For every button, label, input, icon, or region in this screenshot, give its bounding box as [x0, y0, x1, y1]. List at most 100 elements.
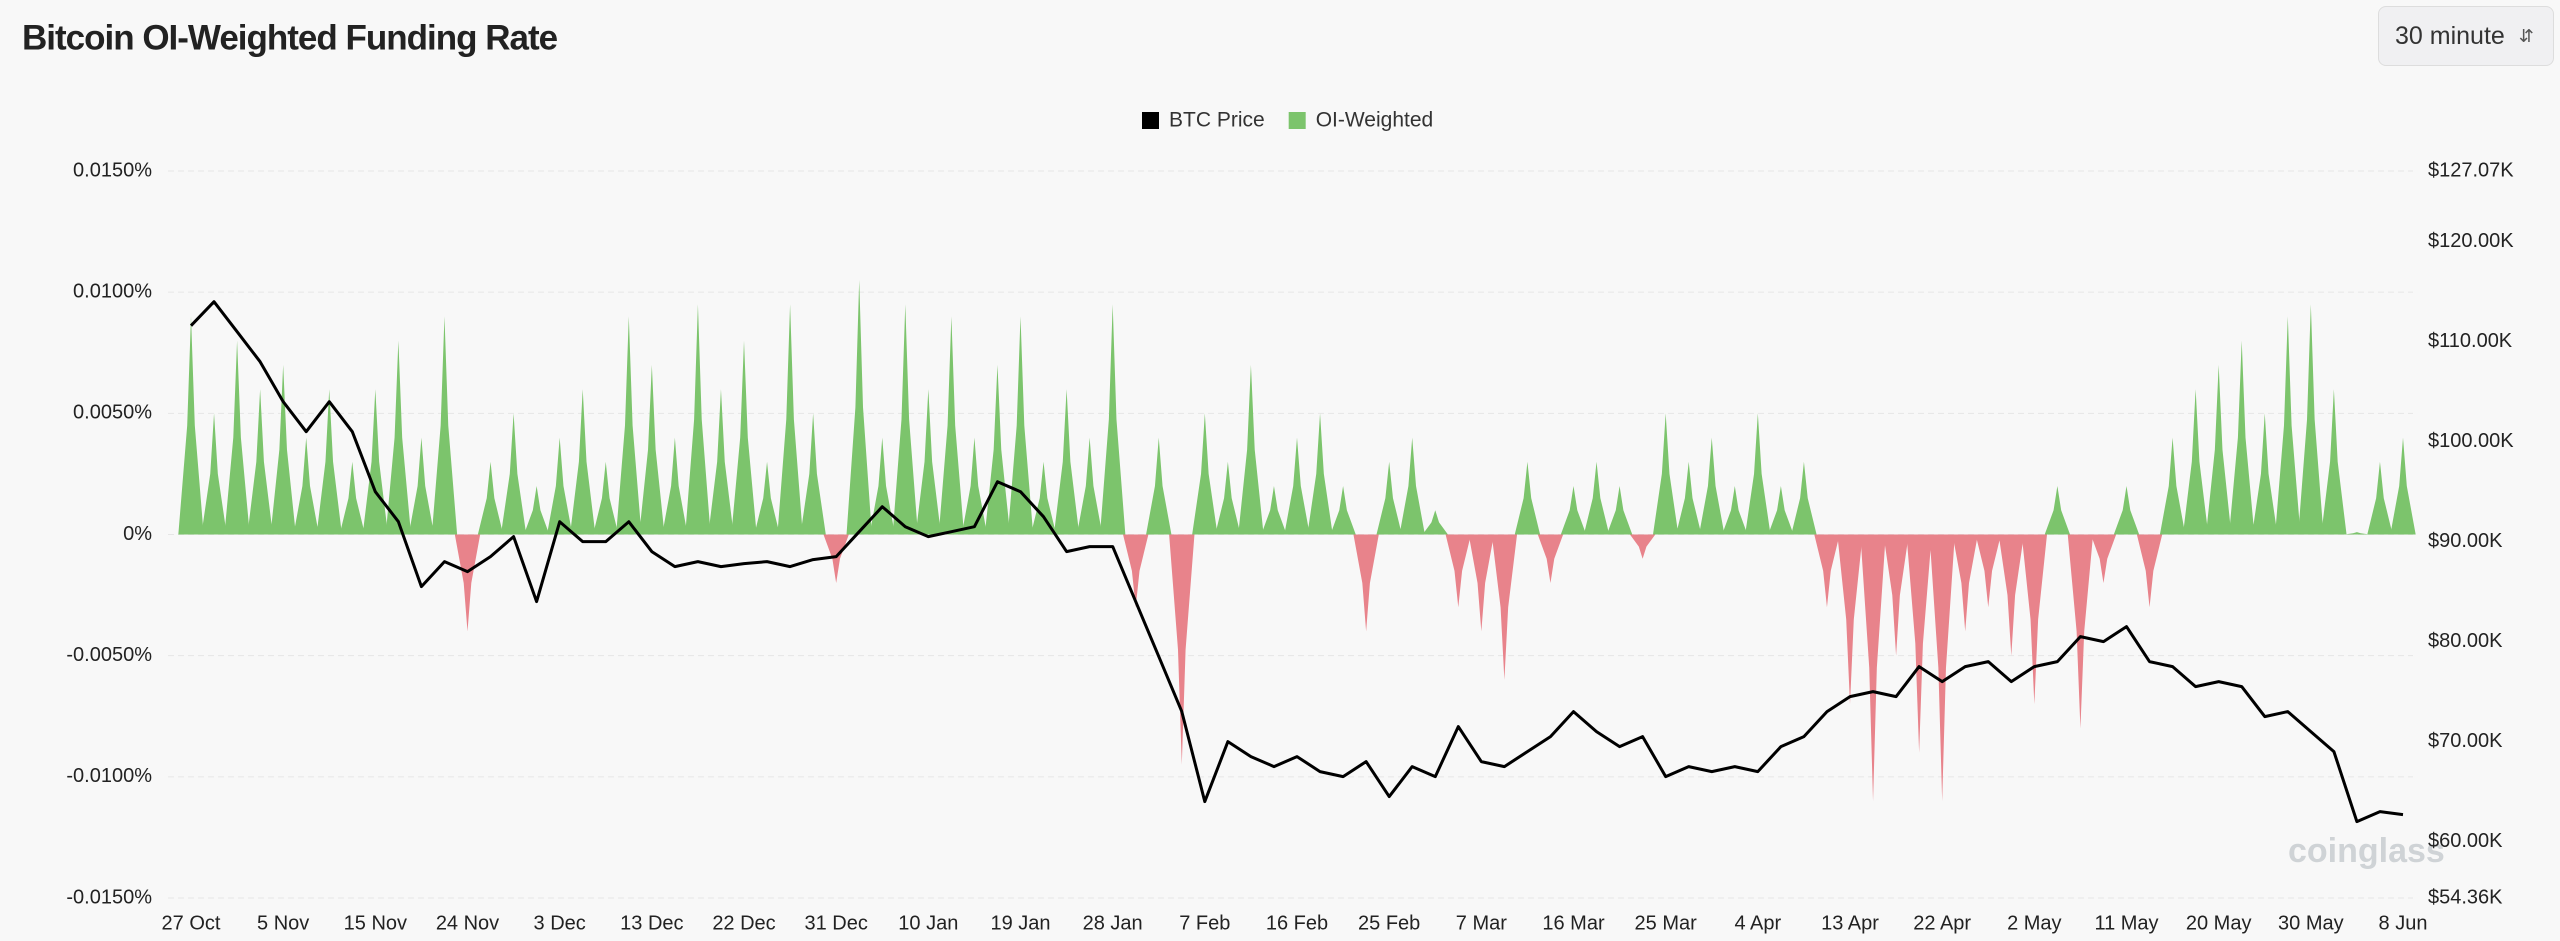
- funding-spike: [2344, 532, 2370, 535]
- x-tick-label: 7 Mar: [1456, 912, 1507, 934]
- legend-label: OI-Weighted: [1316, 109, 1434, 132]
- funding-spike: [2067, 534, 2094, 729]
- x-tick-label: 28 Jan: [1083, 912, 1143, 934]
- x-tick-label: 30 May: [2278, 912, 2344, 934]
- y-tick-label: 0.0050%: [73, 402, 152, 424]
- funding-spike: [1238, 364, 1264, 535]
- funding-spike: [915, 389, 942, 535]
- y2-tick-label: $90.00K: [2428, 530, 2503, 552]
- x-tick-label: 2 May: [2007, 912, 2061, 934]
- funding-spike: [316, 389, 342, 535]
- funding-spike: [385, 340, 412, 535]
- x-tick-label: 11 May: [2094, 912, 2158, 934]
- funding-spike: [2367, 461, 2393, 535]
- funding-spike: [892, 304, 918, 535]
- x-tick-label: 10 Jan: [898, 912, 958, 934]
- funding-spike: [1491, 534, 1518, 680]
- funding-spike: [1030, 461, 1057, 535]
- funding-spike: [2229, 340, 2255, 535]
- funding-spike: [1629, 534, 1656, 559]
- funding-spike: [408, 437, 435, 535]
- y-tick-label: -0.0100%: [66, 765, 152, 787]
- funding-spike: [2113, 486, 2140, 535]
- select-arrow: ⇵: [2518, 25, 2534, 46]
- x-tick-label: 27 Oct: [162, 912, 221, 934]
- funding-spike: [224, 340, 250, 535]
- y-tick-label: 0%: [123, 523, 152, 545]
- funding-spike: [1699, 437, 1725, 535]
- funding-spike: [2021, 534, 2048, 705]
- funding-spike: [708, 389, 734, 535]
- y-tick-label: -0.0050%: [66, 644, 152, 666]
- funding-spike: [2136, 534, 2163, 608]
- funding-spike: [1169, 534, 1195, 765]
- funding-spike: [593, 461, 619, 535]
- interval-select[interactable]: 30 minute ⇵: [2378, 6, 2554, 66]
- funding-spike: [1906, 534, 1932, 753]
- funding-spike: [1560, 486, 1587, 535]
- y-tick-label: 0.0100%: [73, 280, 152, 302]
- funding-spike: [2205, 364, 2232, 535]
- x-tick-label: 25 Feb: [1358, 912, 1420, 934]
- funding-spike: [823, 534, 849, 583]
- y-tick-label: 0.0150%: [73, 159, 152, 181]
- y2-tick-label: $54.36K: [2428, 886, 2503, 908]
- funding-spike: [1330, 486, 1356, 535]
- x-tick-label: 5 Nov: [257, 912, 309, 934]
- funding-spike: [1192, 413, 1218, 535]
- funding-spike: [1837, 534, 1863, 705]
- y-tick-label: -0.0150%: [66, 886, 152, 908]
- funding-spike: [1215, 461, 1241, 535]
- funding-spike: [639, 364, 665, 535]
- funding-spike: [1606, 486, 1633, 535]
- funding-spike: [1975, 534, 2001, 608]
- x-tick-label: 13 Apr: [1821, 912, 1879, 934]
- funding-spike: [546, 437, 573, 535]
- funding-spike: [1514, 461, 1541, 535]
- funding-spike: [2321, 389, 2347, 535]
- x-tick-label: 24 Nov: [436, 912, 499, 934]
- x-tick-label: 19 Jan: [990, 912, 1050, 934]
- funding-spike: [477, 461, 504, 535]
- x-tick-label: 22 Apr: [1913, 912, 1971, 934]
- funding-spike: [178, 316, 204, 535]
- y2-tick-label: $127.07K: [2428, 159, 2514, 181]
- funding-spike: [1053, 389, 1080, 535]
- funding-spike: [1399, 437, 1425, 535]
- chart-title: Bitcoin OI-Weighted Funding Rate: [22, 18, 558, 57]
- funding-spike: [339, 461, 365, 535]
- x-tick-label: 16 Feb: [1266, 912, 1328, 934]
- y2-tick-label: $100.00K: [2428, 430, 2514, 452]
- funding-spike: [1883, 534, 1909, 656]
- funding-spike: [869, 437, 895, 535]
- funding-spike: [1422, 510, 1448, 535]
- funding-spike: [1284, 437, 1310, 535]
- x-tick-label: 13 Dec: [620, 912, 683, 934]
- x-tick-label: 20 May: [2186, 912, 2252, 934]
- funding-spike: [1952, 534, 1978, 632]
- funding-spike: [2275, 316, 2301, 535]
- funding-spike: [938, 316, 965, 535]
- funding-spike: [454, 534, 481, 632]
- legend-label: BTC Price: [1169, 109, 1265, 132]
- y2-tick-label: $80.00K: [2428, 630, 2503, 652]
- funding-spike: [1929, 534, 1955, 802]
- y2-tick-label: $120.00K: [2428, 230, 2514, 252]
- funding-spike: [984, 364, 1011, 535]
- x-tick-label: 8 Jun: [2379, 912, 2428, 934]
- price-line: [189, 300, 2404, 824]
- x-tick-label: 22 Dec: [712, 912, 775, 934]
- funding-spike: [662, 437, 688, 535]
- funding-spike: [1007, 316, 1034, 535]
- y2-tick-label: $70.00K: [2428, 730, 2503, 752]
- x-tick-label: 31 Dec: [804, 912, 867, 934]
- funding-spike: [1261, 486, 1287, 535]
- funding-spike: [1353, 534, 1379, 632]
- watermark: coinglass: [2288, 832, 2445, 870]
- funding-spike: [1652, 413, 1679, 535]
- x-tick-label: 4 Apr: [1734, 912, 1781, 934]
- funding-spike: [1076, 437, 1103, 535]
- funding-spike: [754, 461, 780, 535]
